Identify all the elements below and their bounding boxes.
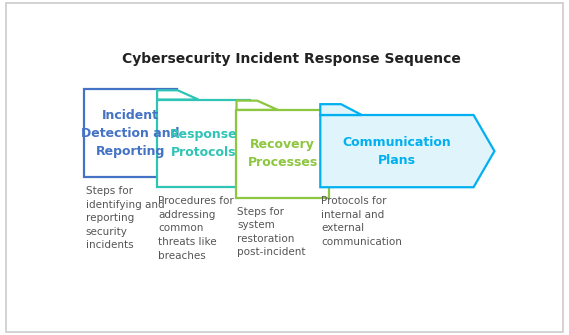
Text: Procedures for
addressing
common
threats like
breaches: Procedures for addressing common threats… bbox=[158, 196, 234, 261]
Polygon shape bbox=[320, 115, 494, 187]
Text: Response
Protocols: Response Protocols bbox=[170, 128, 237, 159]
Text: Communication
Plans: Communication Plans bbox=[343, 136, 451, 166]
Polygon shape bbox=[320, 104, 362, 115]
Text: Incident
Detection and
Reporting: Incident Detection and Reporting bbox=[81, 109, 180, 157]
Text: Cybersecurity Incident Response Sequence: Cybersecurity Incident Response Sequence bbox=[122, 52, 461, 66]
Text: Protocols for
internal and
external
communication: Protocols for internal and external comm… bbox=[321, 196, 402, 247]
Text: Steps for
identifying and
reporting
security
incidents: Steps for identifying and reporting secu… bbox=[86, 186, 164, 250]
Text: Recovery
Processes: Recovery Processes bbox=[248, 138, 318, 169]
FancyBboxPatch shape bbox=[84, 89, 177, 177]
FancyBboxPatch shape bbox=[157, 99, 250, 187]
Polygon shape bbox=[237, 100, 278, 110]
Polygon shape bbox=[157, 90, 199, 99]
FancyBboxPatch shape bbox=[237, 110, 329, 198]
Text: Steps for
system
restoration
post-incident: Steps for system restoration post-incide… bbox=[237, 207, 306, 257]
